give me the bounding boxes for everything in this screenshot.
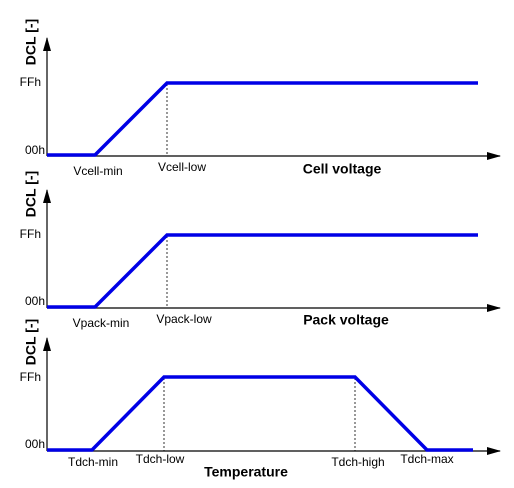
- panel: DCL [-] FFh 00h Tdch-min Tdch-low Tdch-h…: [20, 319, 501, 480]
- y-tick-label: 00h: [25, 294, 45, 308]
- x-point-label: Vcell-low: [158, 160, 206, 174]
- y-tick-label: 00h: [25, 143, 45, 157]
- x-point-label: Tdch-max: [400, 452, 453, 466]
- panel: DCL [-] FFh 00h Vpack-min Vpack-low Pack…: [20, 171, 501, 330]
- x-title: Cell voltage: [303, 161, 382, 177]
- y-tick-label: FFh: [20, 227, 41, 241]
- y-label: DCL [-]: [23, 319, 39, 365]
- panel: DCL [-] FFh 00h Vcell-min Vcell-low Cell…: [20, 19, 501, 178]
- curve: [47, 233, 478, 309]
- x-title: Temperature: [204, 464, 288, 480]
- curve: [47, 81, 478, 157]
- y-tick-label: FFh: [20, 75, 41, 89]
- x-point-label: Vpack-low: [156, 312, 212, 326]
- x-point-label: Vpack-min: [73, 316, 130, 330]
- y-label: DCL [-]: [23, 171, 39, 217]
- y-tick-label: 00h: [25, 437, 45, 451]
- y-label: DCL [-]: [23, 19, 39, 65]
- y-tick-label: FFh: [20, 370, 41, 384]
- x-point-label: Tdch-min: [68, 455, 118, 469]
- x-title: Pack voltage: [303, 312, 389, 328]
- x-point-label: Tdch-low: [136, 452, 185, 466]
- x-point-label: Vcell-min: [73, 164, 122, 178]
- x-point-label: Tdch-high: [331, 455, 384, 469]
- curve: [47, 375, 473, 452]
